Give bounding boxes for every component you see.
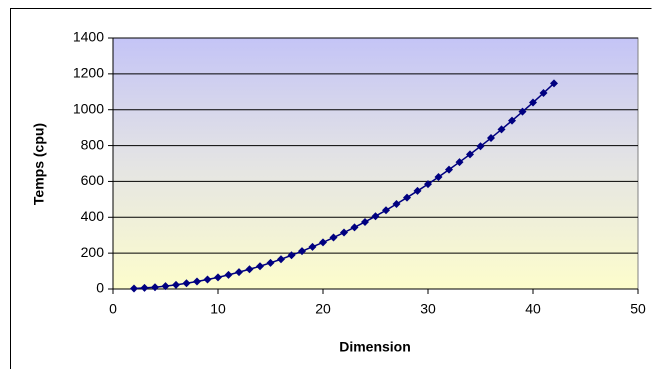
data-point [550,79,558,88]
data-point [151,283,159,292]
data-point [350,223,359,232]
data-point [518,107,527,116]
y-tick-label: 200 [81,244,105,260]
y-tick-label: 400 [81,208,105,224]
x-tick-label: 40 [525,301,541,317]
x-tick-label: 50 [630,301,646,317]
data-point [161,282,170,291]
data-point [476,142,485,151]
x-tick-label: 10 [210,301,226,317]
data-point [361,217,369,226]
data-point [140,283,149,292]
data-point [497,125,506,134]
x-tick-label: 20 [315,301,331,317]
data-point [224,270,233,279]
data-point [382,206,390,215]
data-point [308,242,317,251]
y-axis-title: Temps (cpu) [31,123,47,205]
y-tick-label: 1200 [73,65,104,81]
x-tick-label: 30 [420,301,436,317]
data-point [329,233,338,242]
chart-frame [10,8,652,369]
data-point [298,247,306,256]
plot-area [112,37,639,290]
data-point [203,275,212,284]
data-point [487,134,495,143]
data-point [466,150,474,159]
data-point [413,186,422,195]
y-tick-label: 800 [81,136,105,152]
y-tick-label: 0 [96,280,104,296]
data-point [508,116,516,125]
data-point [539,89,548,98]
data-point [403,193,411,202]
y-tick-label: 1000 [73,100,104,116]
data-point [287,251,296,260]
data-point [193,277,201,286]
y-tick-label: 600 [81,172,105,188]
data-point [172,280,180,289]
data-point [235,268,243,277]
data-point [434,172,443,181]
data-point [340,228,348,237]
data-point [182,279,191,288]
data-point [266,258,275,267]
data-point [445,165,453,174]
data-point [256,262,264,271]
x-tick-label: 0 [109,301,117,317]
data-point [319,238,327,247]
y-tick-label: 1400 [73,29,104,45]
data-point [392,200,401,209]
data-point [277,255,285,264]
data-point [245,265,254,274]
data-point [214,273,222,282]
data-point [371,212,380,221]
data-point [424,180,432,189]
data-point [130,284,138,293]
data-point [455,158,464,167]
data-point [529,98,537,107]
x-axis-title: Dimension [339,339,411,355]
